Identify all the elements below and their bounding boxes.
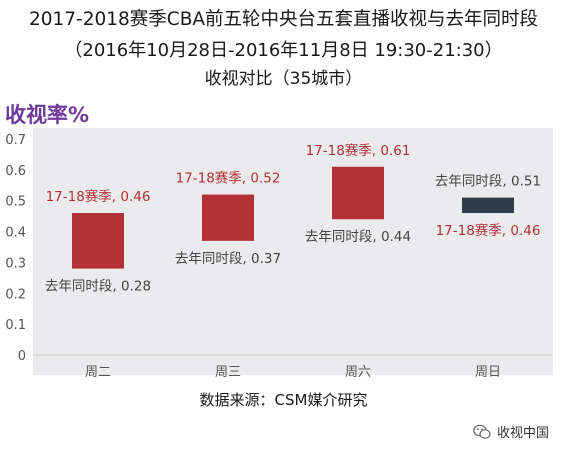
floating-bar [332,166,384,220]
x-tick-label: 周日 [475,365,501,380]
y-tick-label: 0.7 [5,133,26,148]
data-label: 17-18赛季, 0.46 [46,189,151,205]
data-label: 17-18赛季, 0.52 [176,171,281,187]
floating-bar [462,197,514,214]
y-tick-label: 0.5 [5,195,26,210]
data-label: 去年同时段, 0.28 [45,279,151,295]
y-tick-label: 0.6 [5,164,26,179]
floating-bar [72,213,124,269]
y-tick-label: 0.1 [5,318,26,333]
y-axis-title: 收视率% [5,103,90,127]
data-label: 去年同时段, 0.37 [175,251,281,267]
data-label: 17-18赛季, 0.46 [436,223,541,239]
chart-title-line3: 收视对比（35城市） [204,69,363,89]
chart-title-line2: （2016年10月28日-2016年11月8日 19:30-21:30） [64,40,503,61]
data-label: 去年同时段, 0.51 [435,174,541,190]
wechat-icon [473,424,491,439]
data-label: 17-18赛季, 0.61 [306,143,411,159]
data-source: 数据来源：CSM媒介研究 [199,391,368,409]
chart-title-line1: 2017-2018赛季CBA前五轮中央台五套直播收视与去年同时段 [28,9,539,30]
x-tick-label: 周二 [85,365,111,380]
y-tick-label: 0 [18,349,26,364]
y-tick-label: 0.4 [5,226,26,241]
y-tick-label: 0.2 [5,287,26,302]
x-tick-label: 周三 [215,365,241,380]
brand-watermark: 收视中国 [473,422,549,441]
floating-bar [202,194,254,241]
data-label: 去年同时段, 0.44 [305,229,411,245]
x-tick-label: 周六 [345,365,371,380]
y-tick-label: 0.3 [5,256,26,271]
brand-name: 收视中国 [496,426,549,441]
